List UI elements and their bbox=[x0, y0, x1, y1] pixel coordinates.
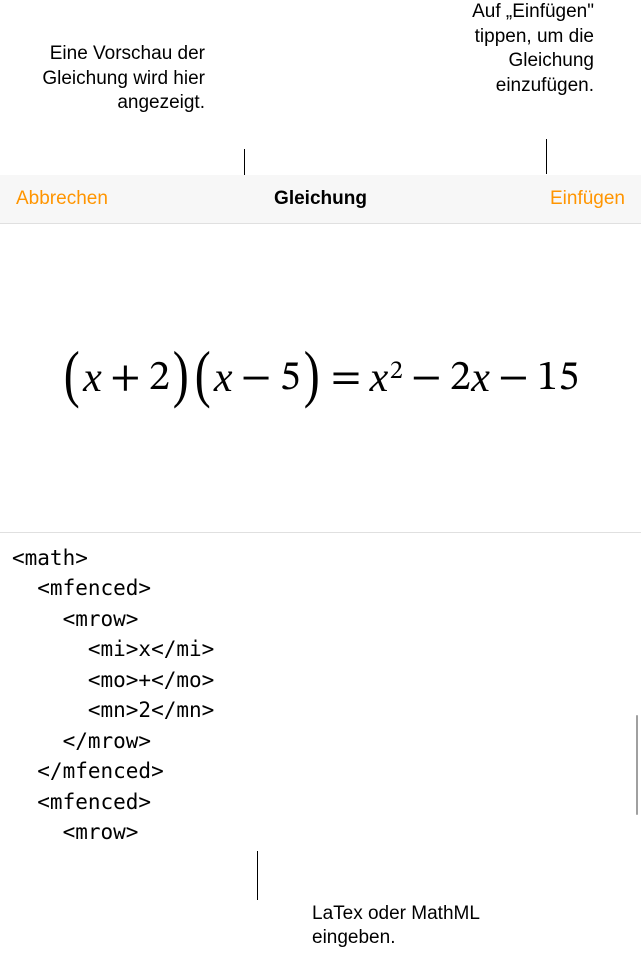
eq-var: x bbox=[471, 354, 490, 402]
eq-op: − bbox=[241, 352, 272, 405]
eq-op: + bbox=[110, 352, 141, 405]
callout-insert: Auf „Einfügen" tippen, um die Gleichung … bbox=[429, 0, 594, 99]
paren-open: ( bbox=[64, 342, 80, 406]
eq-num: 15 bbox=[537, 352, 580, 405]
callout-preview: Eine Vorschau der Gleichung wird hier an… bbox=[0, 42, 205, 116]
eq-var: x bbox=[83, 354, 102, 402]
panel-header: Abbrechen Gleichung Einfügen bbox=[0, 175, 641, 223]
paren-close: ) bbox=[173, 342, 189, 406]
eq-op: − bbox=[411, 352, 442, 405]
scroll-indicator bbox=[636, 715, 639, 815]
paren-open: ( bbox=[195, 342, 211, 406]
panel-title: Gleichung bbox=[274, 188, 367, 210]
equation-render: ( x + 2 ) ( x − 5 ) = x 2 − 2 x − bbox=[61, 346, 579, 410]
eq-num: 2 bbox=[149, 352, 170, 405]
insert-button[interactable]: Einfügen bbox=[550, 188, 625, 210]
equation-preview: ( x + 2 ) ( x − 5 ) = x 2 − 2 x − bbox=[0, 223, 641, 533]
eq-op: − bbox=[498, 352, 529, 405]
eq-equals: = bbox=[331, 352, 362, 405]
cancel-button[interactable]: Abbrechen bbox=[16, 188, 108, 210]
eq-var: x bbox=[370, 354, 389, 402]
callout-input: LaTex oder MathML eingeben. bbox=[312, 902, 562, 951]
eq-num: 5 bbox=[280, 352, 301, 405]
eq-exponent: 2 bbox=[390, 356, 403, 389]
callout-line-insert bbox=[546, 139, 547, 174]
code-input[interactable]: <math> <mfenced> <mrow> <mi>x</mi> <mo>+… bbox=[0, 533, 641, 851]
eq-var: x bbox=[214, 354, 233, 402]
equation-editor-panel: Abbrechen Gleichung Einfügen ( x + 2 ) (… bbox=[0, 175, 641, 851]
eq-coef: 2 bbox=[450, 352, 471, 405]
paren-close: ) bbox=[304, 342, 320, 406]
